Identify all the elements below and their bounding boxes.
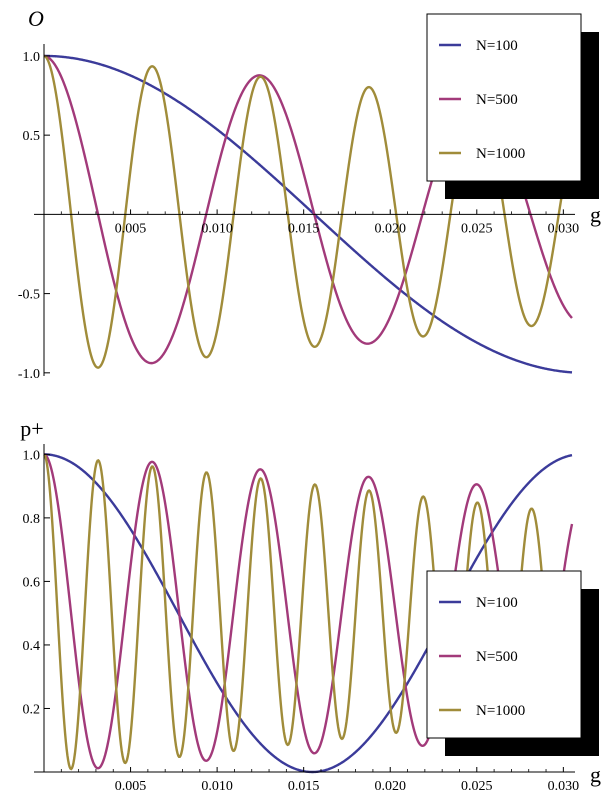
x-axis-title: g <box>590 762 601 787</box>
y-ticks: 0.2 0.4 0.6 0.8 1.0 <box>23 448 50 717</box>
x-tick-label: 0.005 <box>115 779 147 794</box>
x-ticks: 0.005 0.010 0.015 0.020 0.025 0.030 <box>60 767 580 794</box>
legend-label: N=100 <box>476 595 518 611</box>
chart-overlap: 0.005 0.010 0.015 0.020 0.025 0.030 -1.0 -0.5 0… <box>18 6 601 382</box>
x-tick-label: 0.020 <box>374 221 406 236</box>
y-tick-label: -0.5 <box>18 288 40 303</box>
y-tick-label: 0.5 <box>23 129 41 144</box>
x-tick-label: 0.005 <box>115 221 147 236</box>
legend: N=100 N=500 N=1000 <box>426 570 599 756</box>
y-tick-label: 0.8 <box>23 512 41 527</box>
x-tick-label: 0.025 <box>461 779 493 794</box>
series-line-n-1000 <box>43 453 574 771</box>
y-tick-label: -1.0 <box>18 367 40 382</box>
chart-probability: 0.005 0.010 0.015 0.020 0.025 0.030 0.2 0.4 0.6… <box>20 416 601 794</box>
legend-label: N=100 <box>476 38 518 54</box>
y-axis: 0.2 0.4 0.6 0.8 1.0 <box>23 444 50 772</box>
y-axis-title: p+ <box>20 416 43 441</box>
x-tick-label: 0.010 <box>201 779 233 794</box>
y-tick-label: 0.2 <box>23 702 41 717</box>
x-tick-label: 0.010 <box>201 221 233 236</box>
x-axis-title: g <box>590 202 601 227</box>
legend-label: N=1000 <box>476 703 525 719</box>
legend-label: N=1000 <box>476 146 525 162</box>
x-tick-label: 0.025 <box>461 221 493 236</box>
x-tick-label: 0.030 <box>548 221 580 236</box>
y-axis: -1.0 -0.5 0.5 1.0 <box>18 44 50 382</box>
x-tick-label: 0.020 <box>374 779 406 794</box>
x-tick-label: 0.015 <box>288 221 320 236</box>
x-tick-label: 0.015 <box>288 779 320 794</box>
y-ticks: -1.0 -0.5 0.5 1.0 <box>18 50 50 382</box>
series-line-n-100 <box>44 54 573 374</box>
x-axis: 0.005 0.010 0.015 0.020 0.025 0.030 <box>34 209 579 236</box>
legend-label: N=500 <box>476 649 518 665</box>
series-line-n-500 <box>43 453 574 770</box>
y-axis-title: O <box>28 6 44 31</box>
x-tick-label: 0.030 <box>548 779 580 794</box>
y-tick-label: 1.0 <box>23 50 41 65</box>
y-tick-label: 0.4 <box>23 639 41 654</box>
y-tick-label: 0.6 <box>23 575 41 590</box>
x-ticks: 0.005 0.010 0.015 0.020 0.025 0.030 <box>60 209 580 236</box>
legend: N=100 N=500 N=1000 <box>426 13 599 199</box>
y-tick-label: 1.0 <box>23 448 41 463</box>
x-axis: 0.005 0.010 0.015 0.020 0.025 0.030 <box>34 767 579 794</box>
legend-label: N=500 <box>476 92 518 108</box>
